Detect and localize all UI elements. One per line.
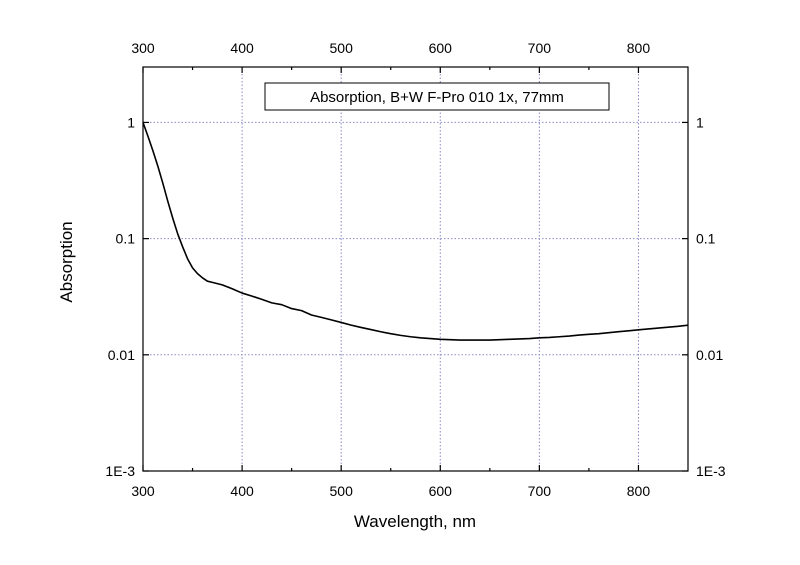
legend: Absorption, B+W F-Pro 010 1x, 77mm (264, 82, 610, 111)
y-tick-label-right: 0.1 (696, 231, 716, 247)
plot-frame (142, 66, 689, 472)
tick-labels: 300 300 400 400 500 500 600 600 700 700 800 800 1E-3… (105, 40, 725, 499)
x-tick-label-bottom: 700 (528, 483, 552, 499)
x-tick-label-top: 500 (330, 40, 354, 56)
y-tick-label-left: 1E-3 (105, 463, 135, 479)
x-tick-label-bottom: 800 (627, 483, 651, 499)
x-tick-label-top: 400 (230, 40, 254, 56)
x-tick-label-bottom: 500 (330, 483, 354, 499)
x-tick-label-top: 700 (528, 40, 552, 56)
grid (143, 67, 688, 471)
ticks (142, 67, 688, 472)
y-tick-label-right: 1 (696, 114, 704, 130)
x-tick-label-top: 800 (627, 40, 651, 56)
x-tick-label-bottom: 600 (429, 483, 453, 499)
chart-title: Absorption, B+W F-Pro 010 1x, 77mm (310, 89, 564, 106)
y-tick-label-right: 1E-3 (696, 463, 726, 479)
absorption-series-line (142, 122, 689, 341)
x-tick-label-bottom: 300 (131, 483, 155, 499)
y-tick-label-left: 0.1 (116, 231, 136, 247)
x-tick-label-top: 300 (131, 40, 155, 56)
y-axis-title: Absorption (57, 221, 76, 302)
legend-box (264, 82, 610, 111)
x-tick-label-top: 600 (429, 40, 453, 56)
y-tick-label-left: 0.01 (108, 347, 135, 363)
y-tick-label-left: 1 (127, 114, 135, 130)
y-tick-label-right: 0.01 (696, 347, 723, 363)
x-tick-label-bottom: 400 (230, 483, 254, 499)
x-axis-title: Wavelength, nm (354, 512, 476, 531)
series-layer (142, 122, 689, 341)
